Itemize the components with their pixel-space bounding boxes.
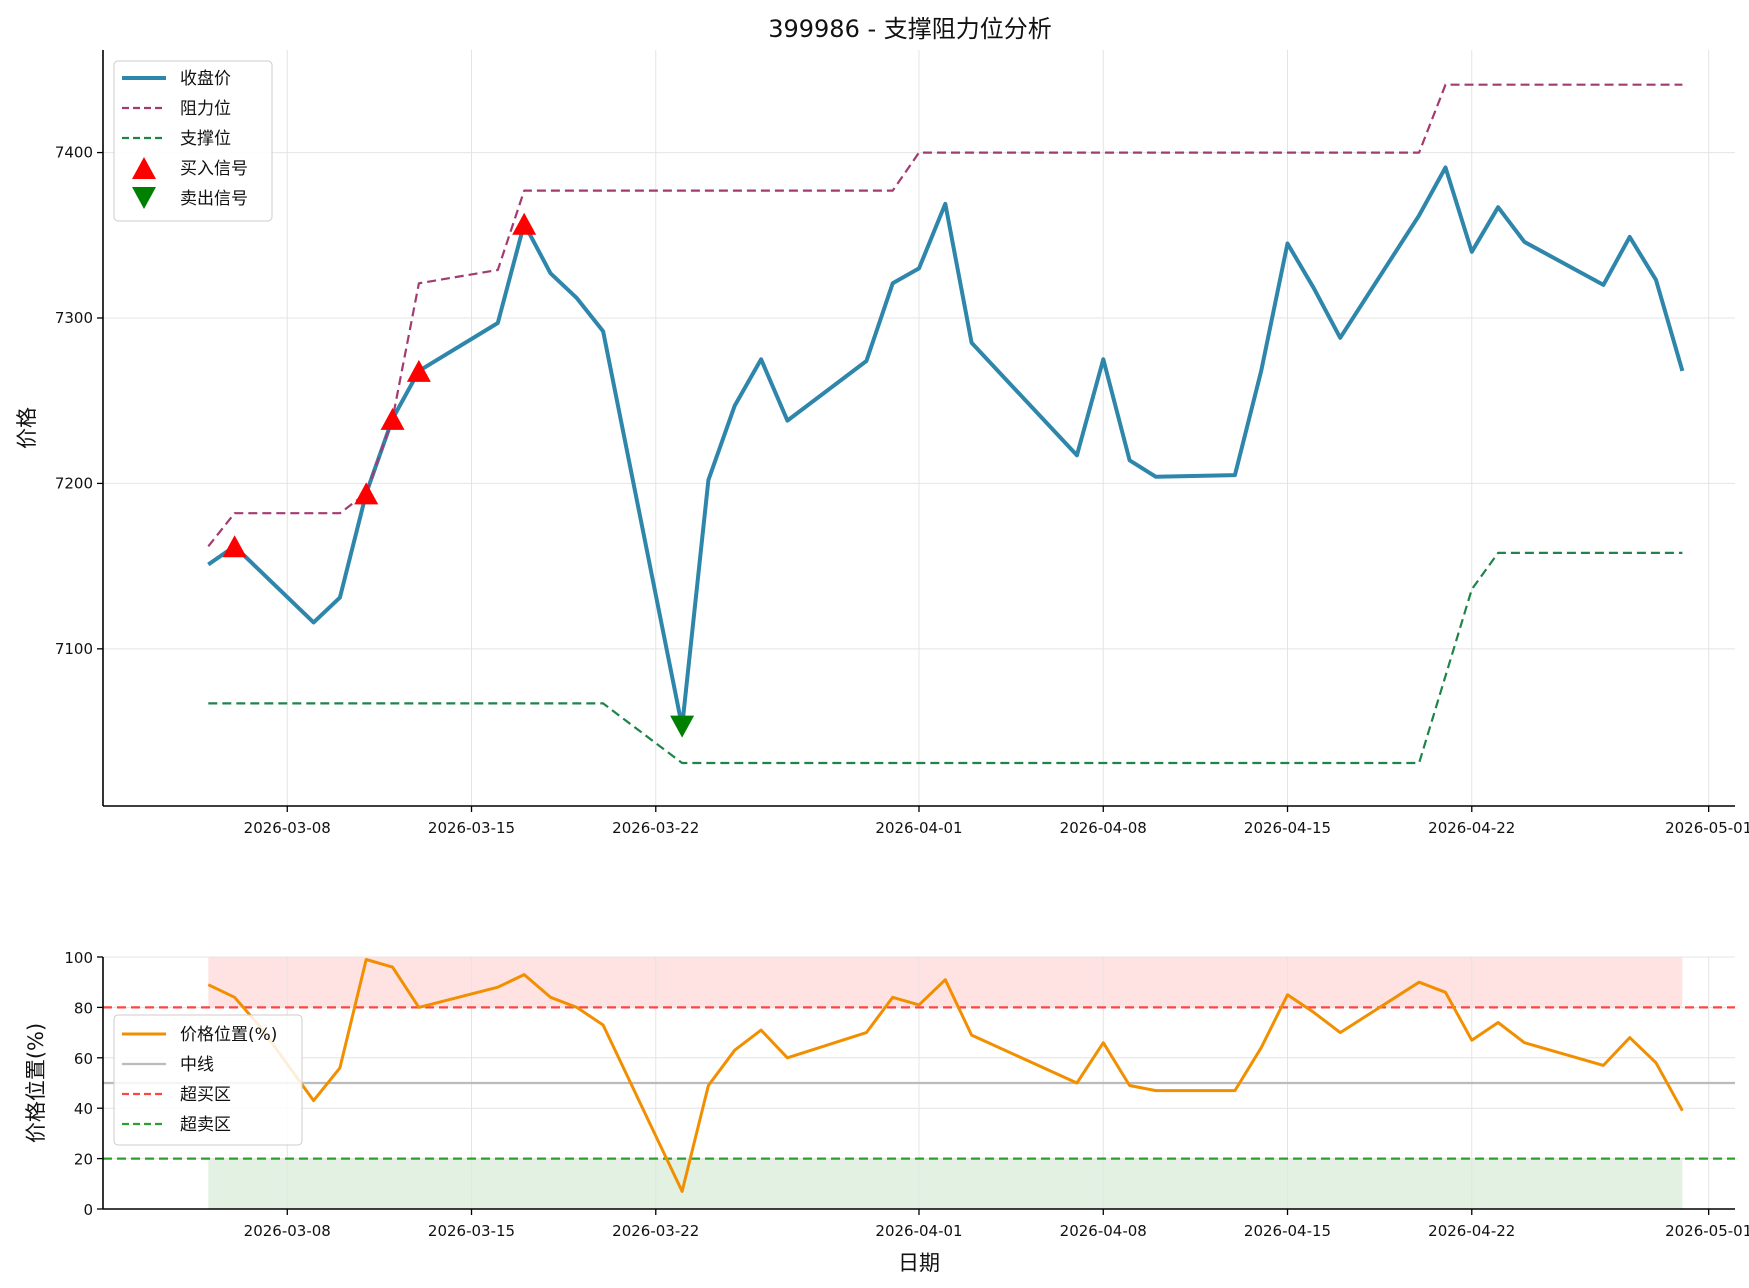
buy-signal-marker-0 (222, 535, 247, 558)
position-y-tick-label-80: 80 (74, 999, 93, 1017)
price-y-tick-label-7300: 7300 (55, 309, 93, 327)
position-y-tick-label-20: 20 (74, 1151, 93, 1169)
price-y-tick-label-7200: 7200 (55, 474, 93, 492)
position-series-line-0 (207, 958, 1684, 1193)
position-legend-label-3: 超卖区 (180, 1115, 231, 1135)
price-x-tick-label-2026-03-08: 2026-03-08 (244, 819, 331, 837)
buy-signal-marker-3 (406, 359, 431, 382)
buy-signal-marker-2 (380, 407, 405, 430)
position-x-tick-label-2026-03-15: 2026-03-15 (428, 1222, 515, 1240)
price-x-tick-label-2026-04-01: 2026-04-01 (875, 819, 962, 837)
position-legend-box (113, 1014, 303, 1146)
price-series-line-1 (207, 83, 1683, 547)
price-x-tick-label-2026-03-15: 2026-03-15 (428, 819, 515, 837)
price-y-tick-label-7400: 7400 (55, 144, 93, 162)
position-x-tick-label-2026-03-08: 2026-03-08 (244, 1222, 331, 1240)
price-y-axis-label: 价格 (15, 407, 39, 449)
price-series-line-2 (208, 551, 1683, 765)
buy-signal-marker-4 (512, 212, 537, 235)
price-y-tick-label-7100: 7100 (55, 640, 93, 658)
position-x-tick-label-2026-05-01: 2026-05-01 (1665, 1222, 1749, 1240)
price-axes: 7100 7200 7300 7400 2026-03-08 2026-03-15 2026… (55, 50, 1749, 837)
price-series-line-0 (207, 165, 1685, 729)
x-axis-label: 日期 (898, 1251, 940, 1275)
position-axes: 0 20 40 60 80 100 2026-03-08 2026-03-15 2026-03-… (64, 949, 1749, 1240)
position-y-tick-label-60: 60 (74, 1050, 93, 1068)
position-x-tick-label-2026-04-15: 2026-04-15 (1244, 1222, 1331, 1240)
signal-markers (222, 212, 695, 738)
price-x-tick-label-2026-04-15: 2026-04-15 (1244, 819, 1331, 837)
price-legend-label-0: 收盘价 (180, 69, 231, 89)
position-legend-label-0: 价格位置(%) (180, 1025, 277, 1045)
position-legend-label-1: 中线 (180, 1055, 214, 1075)
position-y-tick-label-40: 40 (74, 1100, 93, 1118)
zone-band-1 (208, 1158, 1683, 1209)
price-x-tick-label-2026-05-01: 2026-05-01 (1665, 819, 1749, 837)
position-y-axis-label: 价格位置(%) (24, 1023, 48, 1143)
chart-title: 399986 - 支撑阻力位分析 (768, 15, 1052, 43)
position-y-tick-label-100: 100 (64, 949, 93, 967)
position-x-tick-label-2026-04-08: 2026-04-08 (1060, 1222, 1147, 1240)
position-x-tick-label-2026-03-22: 2026-03-22 (612, 1222, 699, 1240)
price-legend-marker-label-0: 买入信号 (180, 159, 248, 179)
position-x-tick-label-2026-04-22: 2026-04-22 (1428, 1222, 1515, 1240)
price-legend-marker-label-1: 卖出信号 (180, 189, 248, 209)
price-panel: 7100 7200 7300 7400 2026-03-08 2026-03-15 2026… (15, 50, 1749, 837)
price-x-tick-label-2026-04-08: 2026-04-08 (1060, 819, 1147, 837)
position-legend-label-2: 超买区 (180, 1085, 231, 1105)
position-series (103, 958, 1735, 1193)
buy-signal-marker-1 (354, 482, 379, 505)
position-x-tick-label-2026-04-01: 2026-04-01 (875, 1222, 962, 1240)
price-legend-marker-0 (132, 157, 156, 179)
price-legend-box (113, 60, 273, 222)
price-legend-label-1: 阻力位 (180, 99, 231, 119)
position-panel: 0 20 40 60 80 100 2026-03-08 2026-03-15 2026-03-… (24, 949, 1749, 1275)
price-x-tick-label-2026-04-22: 2026-04-22 (1428, 819, 1515, 837)
price-legend-label-2: 支撑位 (180, 129, 231, 149)
price-legend-marker-1 (132, 187, 156, 209)
price-grid (103, 50, 1735, 806)
price-x-tick-label-2026-03-22: 2026-03-22 (612, 819, 699, 837)
price-series (207, 83, 1685, 765)
position-y-tick-label-0: 0 (83, 1201, 93, 1219)
sell-signal-marker-0 (670, 715, 695, 738)
